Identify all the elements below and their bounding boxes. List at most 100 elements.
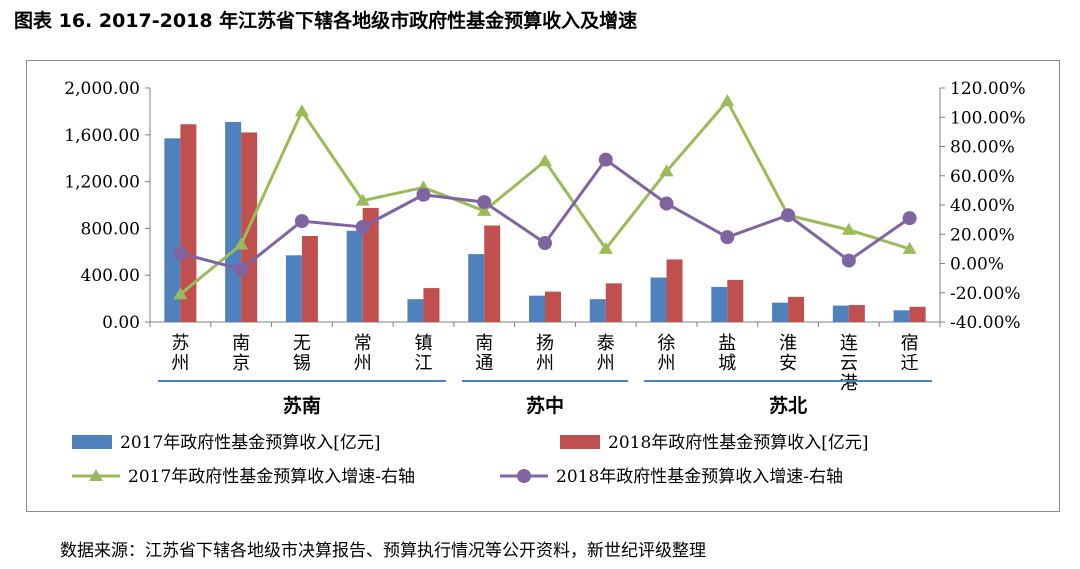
bar-2018	[362, 207, 379, 322]
left-axis-tick-label: 2,000.00	[64, 79, 140, 99]
bar-2018	[423, 288, 440, 322]
legend-2017-bar-label: 2017年政府性基金预算收入[亿元]	[120, 433, 381, 453]
bar-2017	[589, 299, 606, 322]
bar-2018	[180, 124, 197, 323]
x-category-label: 淮	[779, 333, 797, 354]
x-category-label: 徐	[658, 333, 676, 354]
bar-2017	[893, 310, 910, 322]
legend-2018-bar-swatch	[560, 435, 600, 449]
line-2018-growth-point	[355, 219, 370, 234]
bar-2018	[909, 306, 926, 322]
bar-2017	[711, 286, 728, 322]
right-axis-tick-label: 0.00%	[950, 255, 1004, 275]
bar-2018	[788, 296, 805, 322]
legend-2018-bar-label: 2018年政府性基金预算收入[亿元]	[608, 433, 869, 453]
right-axis-tick-label: -20.00%	[950, 284, 1021, 304]
line-2017-growth-point	[538, 154, 552, 167]
line-2017-growth-point	[902, 241, 917, 254]
x-category-label: 苏	[171, 333, 189, 354]
x-category-label: 南	[232, 333, 250, 354]
x-category-label: 州	[658, 353, 676, 374]
right-axis-tick-label: 100.00%	[950, 108, 1026, 128]
x-category-label: 安	[779, 353, 797, 374]
x-category-label: 港	[840, 373, 858, 394]
x-category-label: 州	[354, 353, 372, 374]
line-2017-growth-point	[659, 164, 674, 177]
bar-2018	[848, 305, 865, 322]
line-2018-growth-point	[841, 253, 856, 268]
bar-2017	[346, 230, 363, 322]
bar-2017	[285, 255, 302, 322]
x-category-label: 宿	[901, 333, 919, 354]
line-2018-growth-point	[173, 246, 188, 261]
bar-2017	[832, 305, 849, 322]
x-category-label: 江	[414, 353, 432, 374]
group-label: 苏南	[283, 394, 321, 417]
x-category-label: 通	[475, 353, 493, 374]
right-axis-tick-label: 60.00%	[950, 167, 1015, 187]
bar-2017	[772, 302, 789, 322]
bar-2017	[468, 254, 485, 322]
line-2017-growth-point	[598, 241, 613, 254]
x-category-label: 镇	[414, 333, 432, 354]
figure-title: 图表 16. 2017-2018 年江苏省下辖各地级市政府性基金预算收入及增速	[14, 10, 638, 32]
line-2018-growth-point	[416, 187, 431, 202]
bar-2018	[301, 236, 318, 322]
line-2018-growth-point	[538, 236, 552, 251]
source-note: 数据来源：江苏省下辖各地级市决算报告、预算执行情况等公开资料，新世纪评级整理	[60, 541, 706, 561]
right-axis-tick-label: 120.00%	[950, 79, 1026, 99]
group-label: 苏中	[526, 394, 564, 417]
line-2017-growth-point	[234, 237, 249, 250]
x-category-label: 扬	[536, 333, 554, 354]
line-2018-growth-point	[477, 195, 492, 210]
left-axis-tick-label: 1,600.00	[64, 126, 140, 146]
line-2018-growth-point	[659, 196, 674, 211]
bar-2017	[407, 299, 424, 322]
x-category-label: 州	[171, 353, 189, 374]
line-2017-growth-point	[720, 94, 735, 107]
x-category-label: 泰	[597, 333, 615, 354]
legend-2017-bar-swatch	[72, 435, 112, 449]
x-category-label: 连	[840, 333, 858, 354]
x-category-label: 迁	[901, 353, 919, 374]
line-2017-growth-point	[294, 104, 309, 117]
legend-2017-growth-swatch-marker	[89, 469, 103, 481]
x-category-label: 京	[232, 353, 250, 374]
x-category-label: 锡	[293, 353, 311, 374]
line-2017-growth-point	[355, 193, 370, 206]
chart-frame	[26, 60, 1060, 512]
bar-2017	[164, 138, 181, 322]
bar-2018	[605, 283, 622, 322]
x-category-label: 常	[354, 333, 372, 354]
x-category-label: 州	[597, 353, 615, 374]
line-2018-growth-point	[902, 211, 917, 226]
x-category-label: 无	[293, 333, 311, 354]
line-2018-growth-point	[781, 208, 796, 223]
legend-2017-growth-label: 2017年政府性基金预算收入增速-右轴	[128, 467, 415, 487]
x-category-label: 城	[718, 353, 736, 374]
line-2018-growth-point	[234, 262, 249, 277]
bar-2017	[529, 295, 545, 322]
bar-2018	[484, 225, 501, 322]
line-2018-growth-point	[294, 214, 309, 229]
line-2017-growth-point	[841, 222, 856, 235]
right-axis-tick-label: 40.00%	[950, 196, 1015, 216]
line-2017-growth-point	[477, 203, 492, 216]
bar-2017	[650, 277, 667, 322]
line-2018-growth	[180, 158, 911, 271]
left-axis-tick-label: 400.00	[81, 266, 140, 286]
legend-2018-growth-label: 2018年政府性基金预算收入增速-右轴	[556, 467, 843, 487]
line-2017-growth-point	[173, 287, 188, 300]
x-category-label: 南	[475, 333, 493, 354]
x-category-label: 州	[536, 353, 554, 374]
right-axis-tick-label: 80.00%	[950, 138, 1015, 158]
right-axis-tick-label: -40.00%	[950, 313, 1021, 333]
x-category-label: 盐	[718, 333, 736, 354]
bar-2017	[225, 121, 242, 323]
bar-2018	[545, 291, 561, 322]
left-axis-tick-label: 800.00	[81, 219, 140, 239]
left-axis-tick-label: 1,200.00	[64, 173, 140, 193]
legend-2018-growth-swatch-marker	[517, 469, 531, 483]
line-2018-growth-point	[720, 230, 735, 245]
